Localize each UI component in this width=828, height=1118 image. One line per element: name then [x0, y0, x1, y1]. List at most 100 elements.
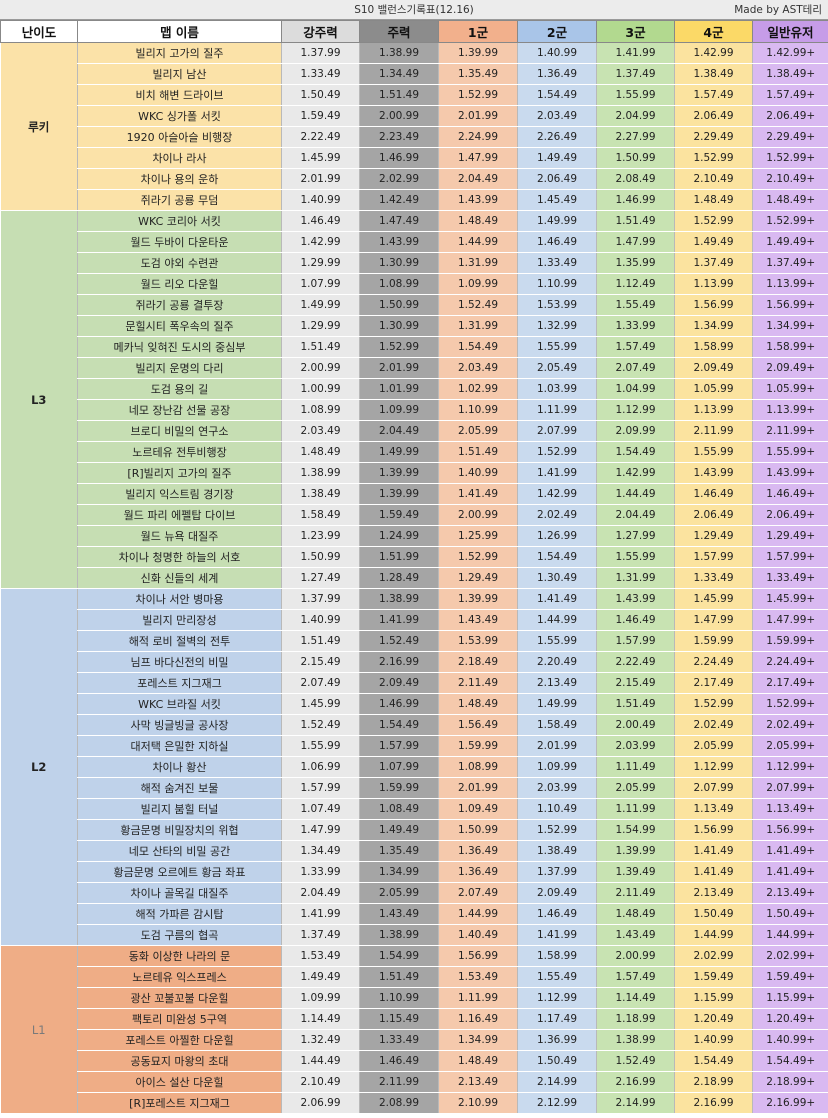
- map-name-cell: 빌리지 만리장성: [77, 609, 282, 631]
- record-main-cell: 1.46.49: [359, 1050, 439, 1072]
- record-tier-3-cell: 2.09.99: [596, 420, 675, 442]
- record-tier-1-cell: 2.01.99: [438, 777, 518, 799]
- record-regular-user-cell: 1.33.49+: [752, 567, 828, 589]
- record-tier-1-cell: 2.18.49: [438, 651, 518, 673]
- record-regular-user-cell: 1.58.99+: [752, 336, 828, 358]
- record-strong-main-cell: 1.00.99: [281, 378, 360, 400]
- record-tier-4-cell: 1.15.99: [674, 987, 753, 1009]
- record-tier-2-cell: 1.37.99: [517, 861, 597, 883]
- record-main-cell: 2.16.99: [359, 651, 439, 673]
- record-strong-main-cell: 2.07.49: [281, 672, 360, 694]
- record-strong-main-cell: 1.57.99: [281, 777, 360, 799]
- record-main-cell: 2.05.99: [359, 882, 439, 904]
- record-tier-2-cell: 2.26.49: [517, 126, 597, 148]
- record-main-cell: 1.34.99: [359, 861, 439, 883]
- record-strong-main-cell: 1.49.99: [281, 294, 360, 316]
- record-tier-1-cell: 1.40.99: [438, 462, 518, 484]
- record-tier-1-cell: 1.09.99: [438, 273, 518, 295]
- record-tier-3-cell: 1.11.49: [596, 756, 675, 778]
- table-row: 팩토리 미완성 5구역 1.14.49 1.15.49 1.16.49 1.17.49 1…: [1, 1008, 828, 1030]
- record-tier-3-cell: 2.16.99: [596, 1071, 675, 1093]
- record-tier-2-cell: 1.36.99: [517, 1029, 597, 1051]
- record-strong-main-cell: 1.07.49: [281, 798, 360, 820]
- record-tier-2-cell: 1.10.49: [517, 798, 597, 820]
- record-main-cell: 1.41.99: [359, 609, 439, 631]
- table-row: 포레스트 아찔한 다운힐 1.32.49 1.33.49 1.34.99 1.36.99…: [1, 1029, 828, 1051]
- record-regular-user-cell: 1.52.99+: [752, 147, 828, 169]
- record-strong-main-cell: 1.44.49: [281, 1050, 360, 1072]
- record-regular-user-cell: 1.54.49+: [752, 1050, 828, 1072]
- record-regular-user-cell: 2.02.49+: [752, 714, 828, 736]
- record-tier-2-cell: 2.07.99: [517, 420, 597, 442]
- record-strong-main-cell: 1.59.49: [281, 105, 360, 127]
- record-tier-1-cell: 1.16.49: [438, 1008, 518, 1030]
- record-regular-user-cell: 1.52.99+: [752, 693, 828, 715]
- header-regular-user: 일반유저: [752, 20, 828, 43]
- record-main-cell: 1.38.99: [359, 924, 439, 946]
- record-tier-1-cell: 2.00.99: [438, 504, 518, 526]
- record-tier-2-cell: 1.30.49: [517, 567, 597, 589]
- table-row: 황금문명 오르에트 황금 좌표 1.33.99 1.34.99 1.36.49 1.37…: [1, 861, 828, 883]
- record-regular-user-cell: 1.50.49+: [752, 903, 828, 925]
- record-tier-3-cell: 1.43.99: [596, 588, 675, 610]
- table-row: 해적 숨겨진 보물 1.57.99 1.59.99 2.01.99 2.03.99 2.0…: [1, 777, 828, 799]
- record-tier-2-cell: 1.55.49: [517, 966, 597, 988]
- record-main-cell: 2.23.49: [359, 126, 439, 148]
- record-strong-main-cell: 1.29.99: [281, 252, 360, 274]
- record-tier-4-cell: 1.45.99: [674, 588, 753, 610]
- record-tier-4-cell: 2.06.49: [674, 504, 753, 526]
- record-tier-2-cell: 1.49.99: [517, 210, 597, 232]
- record-main-cell: 1.30.99: [359, 315, 439, 337]
- record-regular-user-cell: 2.13.49+: [752, 882, 828, 904]
- map-name-cell: 차이나 용의 운하: [77, 168, 282, 190]
- record-strong-main-cell: 1.37.99: [281, 42, 360, 64]
- table-row: 차이나 라사 1.45.99 1.46.99 1.47.99 1.49.49 1.50.9…: [1, 147, 828, 169]
- table-row: L3 WKC 코리아 서킷 1.46.49 1.47.49 1.48.49 1.49.99…: [0, 210, 828, 589]
- record-regular-user-cell: 1.13.99+: [752, 273, 828, 295]
- table-body: 루키 빌리지 고가의 질주 1.37.99 1.38.99 1.39.99 1.40.99…: [0, 42, 828, 1114]
- record-main-cell: 1.51.49: [359, 966, 439, 988]
- record-tier-4-cell: 1.29.49: [674, 525, 753, 547]
- record-strong-main-cell: 1.38.49: [281, 483, 360, 505]
- record-strong-main-cell: 1.50.49: [281, 84, 360, 106]
- map-name-cell: 네모 산타의 비밀 공간: [77, 840, 282, 862]
- table-row: WKC 브라질 서킷 1.45.99 1.46.99 1.48.49 1.49.99 1.…: [1, 693, 828, 715]
- record-tier-3-cell: 1.46.99: [596, 189, 675, 211]
- header-tier-1: 1군: [438, 20, 518, 43]
- record-tier-3-cell: 2.27.99: [596, 126, 675, 148]
- record-strong-main-cell: 1.29.99: [281, 315, 360, 337]
- record-tier-1-cell: 1.48.49: [438, 1050, 518, 1072]
- record-tier-2-cell: 2.13.49: [517, 672, 597, 694]
- record-tier-2-cell: 2.05.49: [517, 357, 597, 379]
- record-regular-user-cell: 1.47.99+: [752, 609, 828, 631]
- map-name-cell: 월드 뉴욕 대질주: [77, 525, 282, 547]
- record-tier-4-cell: 1.59.99: [674, 630, 753, 652]
- record-strong-main-cell: 1.42.99: [281, 231, 360, 253]
- table-row: 포레스트 지그재그 2.07.49 2.09.49 2.11.49 2.13.49 2.1…: [1, 672, 828, 694]
- record-regular-user-cell: 1.15.99+: [752, 987, 828, 1009]
- record-tier-2-cell: 1.49.49: [517, 147, 597, 169]
- record-main-cell: 1.09.99: [359, 399, 439, 421]
- record-strong-main-cell: 1.40.99: [281, 189, 360, 211]
- map-name-cell: 차이나 라사: [77, 147, 282, 169]
- record-tier-2-cell: 1.52.99: [517, 819, 597, 841]
- record-strong-main-cell: 1.34.49: [281, 840, 360, 862]
- record-tier-3-cell: 1.51.49: [596, 210, 675, 232]
- record-tier-1-cell: 1.50.99: [438, 819, 518, 841]
- record-main-cell: 1.39.99: [359, 483, 439, 505]
- record-tier-3-cell: 2.11.49: [596, 882, 675, 904]
- record-tier-1-cell: 1.54.49: [438, 336, 518, 358]
- table-row: 월드 리오 다운힐 1.07.99 1.08.99 1.09.99 1.10.99 1.1…: [1, 273, 828, 295]
- record-tier-2-cell: 2.09.49: [517, 882, 597, 904]
- difficulty-label: L2: [0, 588, 78, 946]
- map-name-cell: 빌리지 고가의 질주: [77, 42, 282, 64]
- record-main-cell: 1.07.99: [359, 756, 439, 778]
- map-name-cell: 도검 구름의 협곡: [77, 924, 282, 946]
- map-name-cell: 광산 꼬불꼬불 다운힐: [77, 987, 282, 1009]
- table-row: 님프 바다신전의 비밀 2.15.49 2.16.99 2.18.49 2.20.49 2…: [1, 651, 828, 673]
- map-name-cell: 포레스트 지그재그: [77, 672, 282, 694]
- map-name-cell: 쥐라기 공룡 무덤: [77, 189, 282, 211]
- record-strong-main-cell: 1.33.99: [281, 861, 360, 883]
- sheet-title-bar: S10 밸런스기록표(12.16) Made by AST테리: [0, 0, 828, 20]
- map-name-cell: 빌리지 운명의 다리: [77, 357, 282, 379]
